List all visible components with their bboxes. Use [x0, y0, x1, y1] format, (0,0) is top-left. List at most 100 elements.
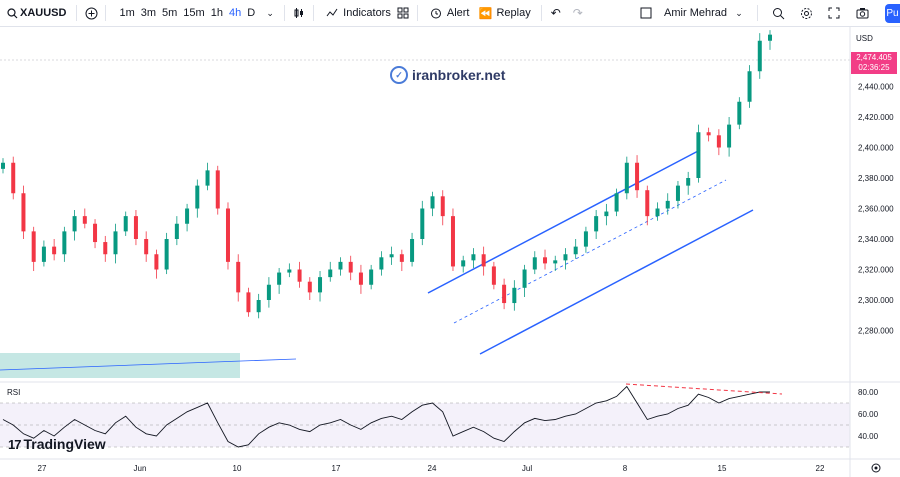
replay-button[interactable]: ⏪ Replay [473, 0, 534, 27]
candle-body [543, 257, 548, 264]
symbol-name: XAUUSD [20, 7, 67, 19]
candle-body [553, 260, 558, 264]
interval-5m[interactable]: 5m [162, 7, 178, 19]
divider [76, 5, 78, 21]
interval-1m[interactable]: 1m [119, 7, 135, 19]
candle-body [338, 261, 343, 270]
checkbox-icon[interactable] [638, 5, 654, 21]
price-axis[interactable]: 2,460.0002,440.0002,420.0002,400.0002,38… [858, 52, 894, 336]
time-tick-label: Jun [134, 464, 147, 473]
interval-3m[interactable]: 3m [140, 7, 157, 19]
tradingview-mark-icon: 17 [8, 436, 22, 452]
candle-body [72, 216, 77, 232]
candle-body [93, 223, 98, 243]
candle-body [246, 292, 251, 313]
price-tick-label: 2,320.000 [858, 266, 894, 275]
candle-body [11, 162, 16, 194]
candle-body [399, 254, 404, 262]
symbol-search[interactable]: XAUUSD [0, 0, 70, 27]
interval-15m[interactable]: 15m [183, 7, 205, 19]
candle-body [62, 231, 67, 255]
rsi-legend[interactable]: RSI [7, 388, 21, 397]
indicators-label: Indicators [343, 7, 391, 19]
price-pane [0, 27, 850, 382]
layout-grid-icon[interactable] [395, 5, 411, 21]
candle-body [164, 239, 169, 270]
candle-body [307, 281, 312, 293]
time-tick-label: 27 [38, 464, 47, 473]
candle-body [410, 239, 415, 262]
interval-1h[interactable]: 1h [210, 7, 223, 19]
currency-label[interactable]: USD [856, 34, 873, 43]
compare-add-icon[interactable] [83, 5, 99, 21]
candle-body [133, 216, 138, 239]
price-tick-label: 2,380.000 [858, 174, 894, 183]
candle-body [614, 193, 619, 212]
fullscreen-icon[interactable] [826, 5, 842, 21]
interval-D[interactable]: D [247, 7, 256, 19]
quick-search-icon[interactable] [770, 5, 786, 21]
time-tick-label: 15 [718, 464, 727, 473]
candles-chart-type-icon[interactable] [291, 5, 307, 21]
rsi-tick-label: 60.00 [858, 410, 879, 419]
candle-body [430, 196, 435, 209]
candle-body [1, 162, 5, 169]
candle-body [369, 269, 374, 285]
price-tick-label: 2,400.000 [858, 144, 894, 153]
undo-icon[interactable]: ↶ [550, 6, 561, 20]
price-tick-label: 2,440.000 [858, 83, 894, 92]
candle-body [471, 254, 476, 261]
user-menu[interactable]: Amir Mehrad ⌄ [660, 0, 751, 27]
replay-icon: ⏪ [478, 7, 493, 20]
watermark: ✓ iranbroker.net [390, 66, 505, 84]
chevron-down-icon[interactable]: ⌄ [266, 7, 274, 18]
divider [540, 5, 542, 21]
candle-body [113, 231, 118, 255]
candle-body [82, 216, 87, 224]
candle-body [645, 190, 650, 217]
time-tick-label: 8 [623, 464, 628, 473]
candle-body [420, 208, 425, 239]
candle-body [440, 196, 445, 217]
interval-selector: 1m 3m 5m 15m 1h 4h D [112, 0, 262, 27]
tradingview-logo[interactable]: 17 TradingView [8, 436, 106, 452]
indicators-button[interactable]: Indicators [320, 0, 395, 27]
candle-body [594, 216, 599, 232]
time-axis[interactable]: 27 Jun 10 17 24 Jul 8 15 22 [38, 464, 825, 473]
rsi-divergence-line [625, 383, 783, 395]
candle-body [205, 170, 210, 186]
candle-body [144, 239, 149, 255]
current-price-tag: 2,474.405 02:36:25 [851, 52, 897, 74]
candle-body [256, 300, 261, 313]
chart-canvas[interactable]: 2,460.0002,440.0002,420.0002,400.0002,38… [0, 27, 900, 477]
candle-body [747, 71, 752, 102]
candle-body [21, 193, 26, 232]
candle-body [287, 269, 292, 273]
candle-body [686, 178, 691, 186]
candle-body [481, 254, 486, 267]
candle-body [103, 242, 108, 255]
time-tick-label: 22 [816, 464, 825, 473]
candle-body [236, 261, 241, 293]
interval-4h[interactable]: 4h [228, 7, 242, 19]
alert-button[interactable]: Alert [424, 0, 474, 27]
candle-body [185, 208, 190, 224]
camera-icon[interactable] [854, 5, 870, 21]
publish-button[interactable]: Pu [885, 4, 900, 23]
candle-body [624, 162, 629, 194]
redo-icon[interactable]: ↷ [572, 6, 583, 20]
candle-body [512, 287, 517, 304]
candle-body [195, 185, 200, 209]
axis-settings-icon[interactable] [871, 463, 881, 473]
divider [757, 5, 758, 21]
channel-lower-line[interactable] [479, 209, 754, 355]
candle-body [502, 284, 507, 304]
channel-upper-line[interactable] [427, 149, 701, 294]
candle-body [297, 269, 302, 282]
candle-body [727, 124, 732, 148]
candle-body [563, 254, 568, 261]
divider [313, 5, 315, 21]
settings-gear-icon[interactable] [798, 5, 814, 21]
candle-body [532, 257, 537, 270]
candle-body [737, 101, 742, 125]
